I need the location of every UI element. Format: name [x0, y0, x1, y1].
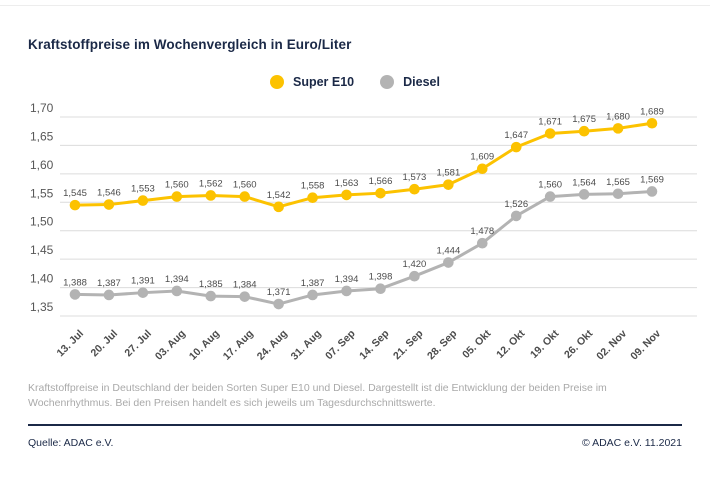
svg-text:1,385: 1,385	[199, 279, 223, 290]
chart-legend: Super E10 Diesel	[0, 75, 710, 89]
svg-text:12. Okt: 12. Okt	[494, 327, 528, 361]
svg-text:1,560: 1,560	[165, 180, 189, 191]
svg-text:24. Aug: 24. Aug	[255, 328, 290, 363]
svg-text:1,675: 1,675	[572, 114, 596, 125]
svg-text:1,444: 1,444	[436, 246, 460, 257]
svg-text:1,45: 1,45	[30, 243, 54, 257]
svg-text:1,387: 1,387	[97, 278, 121, 289]
svg-text:1,371: 1,371	[267, 287, 291, 298]
svg-text:1,545: 1,545	[63, 188, 87, 199]
svg-text:1,553: 1,553	[131, 184, 155, 195]
svg-text:1,562: 1,562	[199, 178, 223, 189]
svg-text:1,35: 1,35	[30, 300, 54, 314]
footer: Quelle: ADAC e.V. © ADAC e.V. 11.2021	[28, 437, 682, 449]
legend-label-super-e10: Super E10	[293, 75, 355, 89]
svg-text:1,689: 1,689	[640, 106, 664, 117]
svg-text:21. Sep: 21. Sep	[391, 328, 425, 362]
footer-divider	[28, 424, 682, 426]
copyright-text: © ADAC e.V. 11.2021	[582, 437, 682, 449]
svg-text:1,671: 1,671	[538, 116, 562, 127]
svg-text:1,420: 1,420	[403, 259, 427, 270]
svg-text:1,40: 1,40	[30, 272, 54, 286]
svg-text:1,564: 1,564	[572, 177, 596, 188]
svg-text:1,60: 1,60	[30, 158, 54, 172]
svg-text:1,569: 1,569	[640, 174, 664, 185]
svg-text:1,394: 1,394	[335, 274, 359, 285]
svg-text:17. Aug: 17. Aug	[221, 328, 256, 363]
svg-text:1,478: 1,478	[470, 226, 494, 237]
svg-text:1,65: 1,65	[30, 129, 54, 143]
svg-text:1,573: 1,573	[403, 172, 427, 183]
svg-text:1,560: 1,560	[233, 180, 257, 191]
svg-text:03. Aug: 03. Aug	[153, 328, 188, 363]
svg-text:1,581: 1,581	[436, 168, 460, 179]
svg-text:1,558: 1,558	[301, 181, 325, 192]
top-divider	[0, 5, 710, 6]
svg-text:1,70: 1,70	[30, 101, 54, 115]
source-text: Quelle: ADAC e.V.	[28, 437, 114, 449]
svg-text:09. Nov: 09. Nov	[628, 328, 663, 363]
svg-text:1,680: 1,680	[606, 111, 630, 122]
svg-text:31. Aug: 31. Aug	[289, 328, 324, 363]
svg-text:1,566: 1,566	[369, 176, 393, 187]
svg-text:19. Okt: 19. Okt	[528, 327, 562, 361]
svg-text:14. Sep: 14. Sep	[357, 328, 391, 362]
svg-text:1,398: 1,398	[369, 272, 393, 283]
svg-text:1,394: 1,394	[165, 274, 189, 285]
svg-text:1,384: 1,384	[233, 280, 257, 291]
svg-text:1,50: 1,50	[30, 215, 54, 229]
legend-item-super-e10: Super E10	[270, 75, 354, 89]
svg-text:1,560: 1,560	[538, 180, 562, 191]
svg-text:1,546: 1,546	[97, 188, 121, 199]
svg-text:1,391: 1,391	[131, 276, 155, 287]
super-e10-dot-icon	[270, 75, 284, 89]
svg-text:1,526: 1,526	[504, 199, 528, 210]
svg-text:1,647: 1,647	[504, 130, 528, 141]
chart-caption: Kraftstoffpreise in Deutschland der beid…	[28, 382, 607, 410]
svg-text:13. Jul: 13. Jul	[55, 328, 87, 360]
svg-text:26. Okt: 26. Okt	[562, 327, 596, 361]
svg-text:10. Aug: 10. Aug	[187, 328, 222, 363]
svg-text:1,388: 1,388	[63, 277, 87, 288]
legend-item-diesel: Diesel	[380, 75, 440, 89]
svg-text:1,563: 1,563	[335, 178, 359, 189]
svg-text:27. Jul: 27. Jul	[122, 328, 154, 360]
svg-text:20. Jul: 20. Jul	[88, 328, 120, 360]
svg-text:05. Okt: 05. Okt	[460, 327, 494, 361]
svg-text:1,609: 1,609	[470, 152, 494, 163]
svg-text:1,565: 1,565	[606, 177, 630, 188]
svg-text:1,387: 1,387	[301, 278, 325, 289]
svg-text:28. Sep: 28. Sep	[425, 328, 459, 362]
legend-label-diesel: Diesel	[403, 75, 440, 89]
chart-title: Kraftstoffpreise im Wochenvergleich in E…	[28, 37, 352, 52]
diesel-dot-icon	[380, 75, 395, 89]
svg-text:07. Sep: 07. Sep	[323, 328, 357, 362]
svg-text:1,55: 1,55	[30, 186, 54, 200]
svg-text:1,542: 1,542	[267, 190, 291, 201]
svg-text:02. Nov: 02. Nov	[594, 328, 629, 363]
